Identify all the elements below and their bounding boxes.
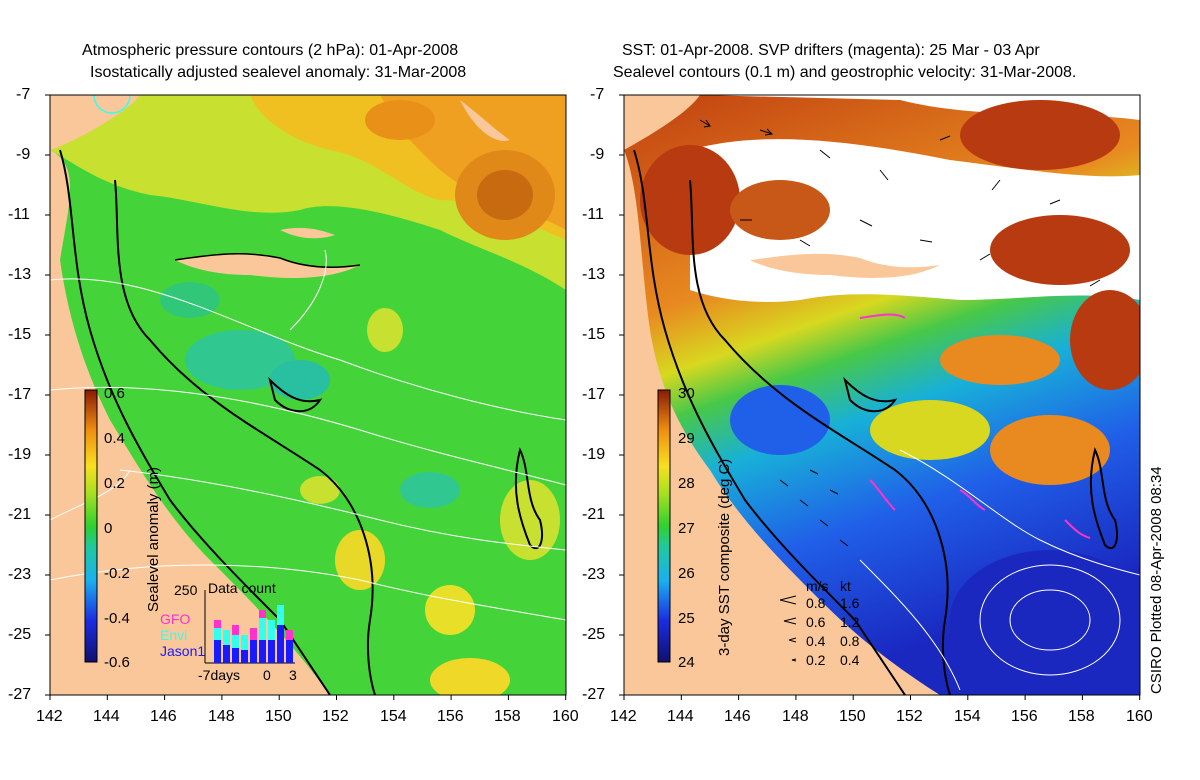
- inset-satellite-jason: Jason1: [160, 643, 206, 659]
- right-x-tick-label: 144: [667, 708, 694, 725]
- left-title-line1: Atmospheric pressure contours (2 hPa): 0…: [82, 42, 459, 59]
- velocity-legend-kt: 1.2: [840, 614, 860, 630]
- velocity-legend-ms: 0.6: [806, 614, 826, 630]
- sla-colorbar-tick: 0.6: [104, 385, 125, 402]
- left-y-tick-label: -13: [8, 266, 32, 283]
- right-x-tick-label: 158: [1068, 708, 1095, 725]
- right-x-tick-label: 154: [954, 708, 981, 725]
- right-y-tick-label: -27: [582, 686, 606, 703]
- right-y-tick-label: -9: [590, 146, 605, 163]
- inset-satellite-gfo: GFO: [160, 611, 191, 627]
- velocity-legend-header-kt: kt: [840, 578, 851, 594]
- sla-colorbar: [84, 389, 98, 663]
- right-y-tick-label: -23: [582, 566, 606, 583]
- right-map: [624, 95, 1140, 695]
- right-y-tick-label: -11: [582, 206, 604, 223]
- left-y-tick-label: -25: [8, 626, 32, 643]
- sla-colorbar-tick: -0.6: [104, 654, 130, 671]
- left-x-tick-label: 154: [380, 708, 407, 725]
- left-y-tick-label: -21: [8, 506, 32, 523]
- velocity-legend-ms: 0.2: [806, 652, 826, 668]
- left-y-tick-label: -11: [8, 206, 30, 223]
- left-x-tick-label: 158: [494, 708, 521, 725]
- left-x-tick-label: 148: [208, 708, 235, 725]
- sst-colorbar-tick: 28: [678, 475, 695, 492]
- right-y-tick-label: -15: [582, 326, 606, 343]
- left-y-tick-label: -19: [8, 446, 32, 463]
- left-y-tick-label: -27: [8, 686, 32, 703]
- velocity-legend-kt: 1.6: [840, 595, 860, 611]
- left-x-tick-label: 146: [150, 708, 177, 725]
- velocity-legend-header-ms: m/s: [806, 578, 829, 594]
- left-y-tick-label: -9: [16, 146, 31, 163]
- velocity-legend-ms: 0.8: [806, 595, 826, 611]
- inset-x-label-zero: 0: [263, 667, 271, 683]
- right-y-tick-label: -25: [582, 626, 606, 643]
- sst-colorbar-label: 3-day SST composite (deg C): [716, 458, 733, 656]
- velocity-legend-arrows: [779, 595, 797, 662]
- right-y-tick-label: -17: [582, 386, 606, 403]
- right-x-tick-label: 156: [1011, 708, 1038, 725]
- sst-colorbar-tick: 27: [678, 520, 695, 537]
- right-y-tick-label: -21: [582, 506, 606, 523]
- sla-colorbar-tick: -0.4: [104, 610, 130, 627]
- velocity-legend-ms: 0.4: [806, 633, 826, 649]
- left-y-tick-label: -23: [8, 566, 32, 583]
- right-x-tick-label: 152: [896, 708, 923, 725]
- left-x-tick-label: 142: [36, 708, 63, 725]
- right-y-tick-label: -7: [590, 86, 605, 103]
- left-x-tick-label: 150: [265, 708, 292, 725]
- data-count-inset: [204, 590, 295, 664]
- right-x-tick-label: 142: [610, 708, 637, 725]
- left-x-tick-label: 156: [437, 708, 464, 725]
- left-y-tick-label: -15: [8, 326, 32, 343]
- right-title-line2: Sealevel contours (0.1 m) and geostrophi…: [613, 64, 1077, 81]
- sla-colorbar-label: Sealevel anomaly (m): [145, 466, 162, 612]
- left-x-tick-label: 152: [322, 708, 349, 725]
- left-map: [50, 95, 566, 695]
- left-y-tick-label: -17: [8, 386, 32, 403]
- right-y-tick-label: -19: [582, 446, 606, 463]
- sla-colorbar-tick: 0.4: [104, 430, 125, 447]
- right-title-line1: SST: 01-Apr-2008. SVP drifters (magenta)…: [622, 42, 1040, 59]
- sla-colorbar-tick: 0.2: [104, 475, 125, 492]
- sst-colorbar-tick: 30: [678, 385, 695, 402]
- sst-colorbar-tick: 29: [678, 430, 695, 447]
- right-y-tick-label: -13: [582, 266, 606, 283]
- velocity-legend-kt: 0.4: [840, 652, 860, 668]
- credit-label: CSIRO Plotted 08-Apr-2008 08:34: [1148, 466, 1165, 694]
- sst-colorbar: [657, 389, 671, 663]
- left-x-tick-label: 160: [552, 708, 579, 725]
- sst-colorbar-tick: 24: [678, 654, 695, 671]
- right-x-tick-label: 160: [1126, 708, 1153, 725]
- right-x-tick-label: 146: [724, 708, 751, 725]
- velocity-legend-kt: 0.8: [840, 633, 860, 649]
- inset-x-label-start: -7days: [198, 667, 241, 683]
- inset-y-max: 250: [174, 582, 198, 598]
- right-x-tick-label: 148: [782, 708, 809, 725]
- sst-colorbar-tick: 25: [678, 610, 695, 627]
- inset-satellite-envi: Envi: [160, 627, 188, 643]
- left-x-tick-label: 144: [93, 708, 120, 725]
- sst-colorbar-tick: 26: [678, 565, 695, 582]
- inset-title: Data count: [208, 580, 276, 596]
- left-title-line2: Isostatically adjusted sealevel anomaly:…: [90, 64, 467, 81]
- sla-colorbar-tick: -0.2: [104, 565, 130, 582]
- right-x-tick-label: 150: [839, 708, 866, 725]
- inset-x-label-end: 3: [289, 667, 297, 683]
- left-y-tick-label: -7: [16, 86, 31, 103]
- sla-colorbar-tick: 0: [104, 520, 113, 537]
